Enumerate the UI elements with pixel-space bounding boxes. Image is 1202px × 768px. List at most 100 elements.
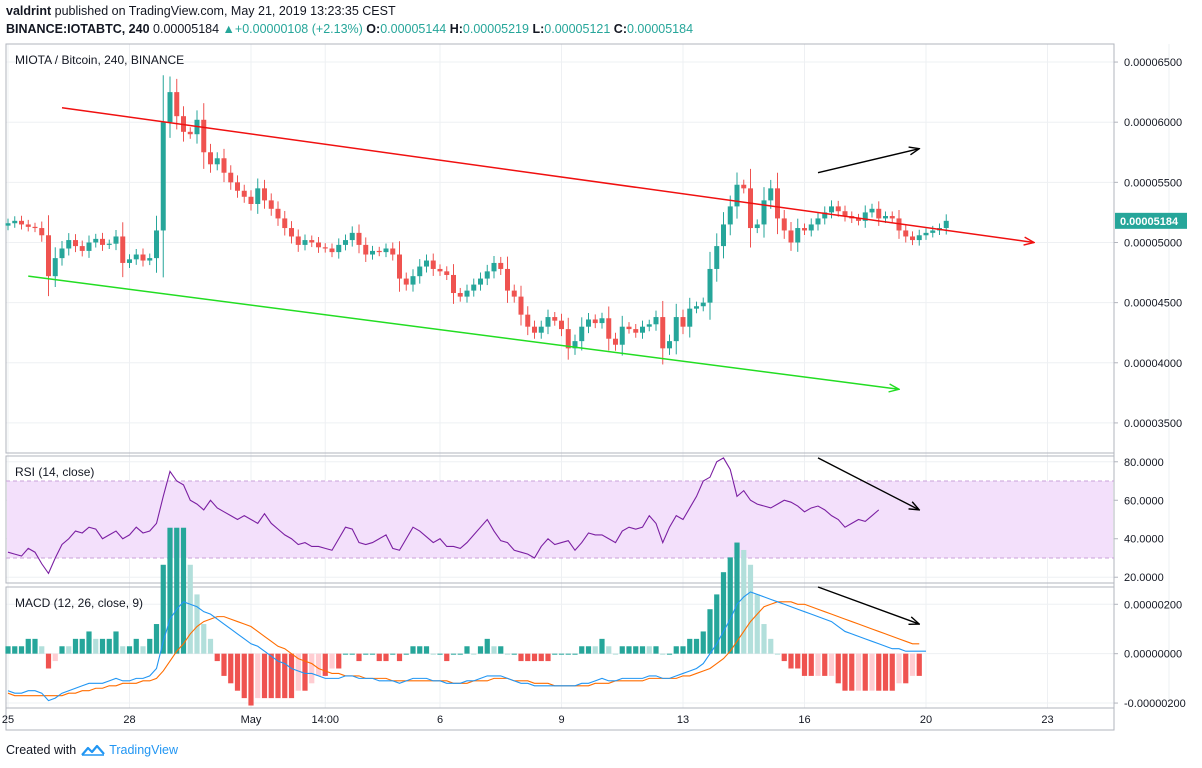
macd-histogram-bar <box>653 646 659 654</box>
candle-body <box>835 206 841 212</box>
macd-histogram-bar <box>342 653 349 655</box>
candle-body <box>32 226 38 229</box>
candle-body <box>856 218 861 221</box>
macd-histogram-bar <box>464 646 470 654</box>
y-tick-label: 60.0000 <box>1124 495 1164 507</box>
created-with-label: Created with <box>6 743 77 757</box>
macd-histogram-bar <box>207 638 214 654</box>
candle-body <box>869 208 875 213</box>
macd-histogram-bar <box>99 638 106 654</box>
publisher-name[interactable]: valdrint <box>6 4 52 18</box>
low-value: 0.00005121 <box>544 22 611 36</box>
macd-histogram-bar <box>511 653 517 655</box>
candle-body <box>592 319 598 324</box>
y-tick-label: 40.0000 <box>1124 534 1164 546</box>
symbol-label: BINANCE:IOTABTC, 240 <box>6 22 150 36</box>
close-label: C: <box>613 22 627 36</box>
macd-series <box>5 527 926 706</box>
macd-histogram-bar <box>835 653 841 684</box>
candle-body <box>788 230 794 243</box>
tradingview-brand[interactable]: TradingView <box>109 743 178 757</box>
y-tick-label: 20.0000 <box>1124 572 1164 584</box>
low-label: L: <box>532 22 545 36</box>
candle-body <box>707 268 713 303</box>
macd-histogram-bar <box>167 527 173 654</box>
macd-histogram-bar <box>471 653 477 655</box>
candle-body <box>322 247 328 249</box>
macd-histogram-bar <box>687 638 693 654</box>
candle-body <box>626 326 632 330</box>
candle-body <box>390 248 396 255</box>
macd-histogram-bar <box>106 638 112 654</box>
open-label: O: <box>366 22 381 36</box>
candle-body <box>633 329 639 333</box>
x-tick-label: 6 <box>437 714 443 726</box>
ohlc-header: BINANCE:IOTABTC, 240 0.00005184 ▲+0.0000… <box>6 22 693 36</box>
candle-body <box>802 228 807 231</box>
candle-body <box>700 302 706 307</box>
candle-body <box>727 206 733 225</box>
macd-histogram-bar <box>822 653 828 676</box>
candle-body <box>410 276 416 285</box>
macd-line <box>7 591 926 702</box>
macd-histogram-bar <box>302 653 308 691</box>
candle-body <box>235 182 240 191</box>
macd-histogram-bar <box>261 653 268 699</box>
macd-histogram-bar <box>126 646 133 654</box>
macd-histogram-bar <box>52 653 58 662</box>
macd-histogram-bar <box>5 646 11 654</box>
candle-body <box>673 317 679 342</box>
macd-histogram-bar <box>734 542 740 654</box>
y-tick-label: 0.00004500 <box>1124 298 1182 310</box>
macd-histogram-bar <box>592 646 598 654</box>
macd-histogram-bar <box>538 653 544 662</box>
candle-body <box>282 218 288 229</box>
macd-histogram-bar <box>768 638 774 654</box>
candle-body <box>46 235 51 277</box>
candle-body <box>754 224 760 229</box>
macd-histogram-bar <box>909 653 916 676</box>
tradingview-cloud-icon[interactable] <box>80 743 106 757</box>
macd-histogram-bar <box>903 653 909 684</box>
candle-body <box>295 236 301 245</box>
macd-histogram-bar <box>727 557 733 654</box>
candle-body <box>768 188 774 201</box>
y-tick-label: 0.00006000 <box>1124 117 1182 129</box>
candle-body <box>255 188 261 204</box>
candle-body <box>822 212 828 219</box>
macd-histogram-bar <box>626 646 632 654</box>
candle-body <box>943 220 949 229</box>
macd-histogram-bar <box>680 646 686 654</box>
y-tick-label: 0.00000000 <box>1124 649 1182 661</box>
macd-histogram-bar <box>801 653 808 676</box>
candle-body <box>565 329 571 349</box>
macd-divergence-arrow <box>817 586 919 624</box>
macd-histogram-bar <box>113 631 119 654</box>
macd-histogram-bar <box>430 653 436 655</box>
macd-histogram-bar <box>45 653 52 669</box>
macd-histogram-bar <box>268 653 274 699</box>
candle-body <box>916 235 922 241</box>
macd-histogram-bar <box>369 653 376 655</box>
macd-histogram-bar <box>741 549 747 654</box>
macd-histogram-bar <box>552 653 558 655</box>
macd-histogram-bar <box>86 631 92 654</box>
candle-body <box>910 236 915 241</box>
macd-histogram-bar <box>228 653 234 684</box>
macd-histogram-bar <box>606 646 612 654</box>
trend-lines <box>28 107 1034 389</box>
candle-body <box>113 236 119 244</box>
macd-histogram-bar <box>788 653 794 669</box>
macd-histogram-bar <box>579 646 585 654</box>
macd-histogram-bar <box>140 646 146 654</box>
macd-histogram-bar <box>646 646 652 654</box>
macd-histogram-bar <box>518 653 524 662</box>
candle-body <box>5 223 11 226</box>
macd-histogram-bar <box>180 527 187 654</box>
price-axis[interactable]: 25 28 May 14:00 6 9 13 16 20 23 0.00006500 0.000060… <box>2 57 1187 726</box>
candle-body <box>403 278 409 285</box>
support-trendline <box>28 275 899 389</box>
candle-body <box>349 232 355 241</box>
price-candles <box>5 75 949 365</box>
